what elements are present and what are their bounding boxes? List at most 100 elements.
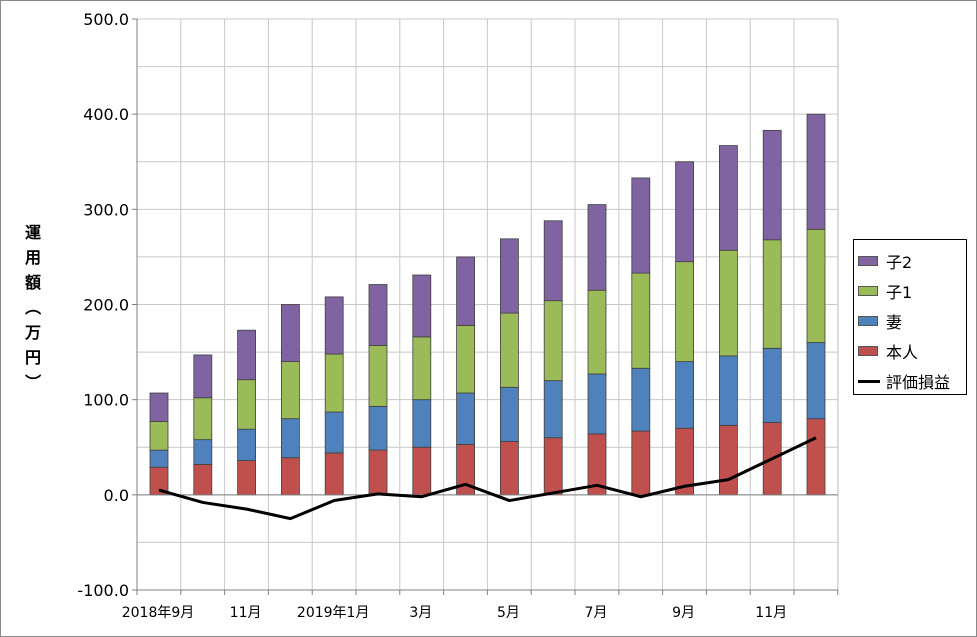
bar-segment-3-8 xyxy=(499,238,519,314)
bar-segment-1-7 xyxy=(456,392,476,445)
legend-label-self: 本人 xyxy=(886,343,919,362)
bar-segment-3-13 xyxy=(719,145,738,251)
bar-segment-1-12 xyxy=(675,361,694,429)
bar-segment-3-3 xyxy=(280,304,300,362)
bar-segment-3-2 xyxy=(237,329,257,381)
bar-segment-2-8 xyxy=(499,312,519,388)
x-tick-label: 7月 xyxy=(585,605,608,621)
y-axis-label-char: 運 xyxy=(25,223,41,242)
bar-segment-1-5 xyxy=(368,405,388,451)
bar-segment-0-13 xyxy=(719,424,738,496)
y-axis-label-char: 用 xyxy=(25,248,41,267)
legend-swatch-self xyxy=(858,346,878,356)
bar-segment-2-6 xyxy=(412,336,432,401)
bar-segment-3-12 xyxy=(675,161,694,263)
x-tick-label: 2019年1月 xyxy=(297,605,370,621)
bar-segment-2-9 xyxy=(543,300,563,382)
legend-label-child2: 子2 xyxy=(886,253,913,272)
bar-segment-0-4 xyxy=(324,452,344,496)
bar-segment-2-12 xyxy=(675,261,694,362)
bar-segment-3-6 xyxy=(412,274,432,338)
legend-item-child1: 子1 xyxy=(858,276,966,306)
legend-line-valuation xyxy=(858,379,880,383)
legend-label-wife: 妻 xyxy=(886,313,903,332)
bar-segment-3-4 xyxy=(324,296,344,355)
y-tick-label: 0.0 xyxy=(104,486,129,505)
bar-segment-2-4 xyxy=(324,353,344,413)
y-axis-label-char: 万 xyxy=(24,323,41,342)
y-tick-label: 100.0 xyxy=(83,391,129,410)
bar-segment-3-1 xyxy=(193,354,213,399)
bar-segment-1-11 xyxy=(631,367,651,432)
bar-segment-0-6 xyxy=(412,446,432,496)
bar-segment-0-3 xyxy=(280,457,300,496)
bar-segment-3-7 xyxy=(456,256,476,326)
legend-swatch-child2 xyxy=(858,256,878,266)
bar-segment-2-7 xyxy=(456,325,476,394)
bar-segment-2-0 xyxy=(149,421,169,451)
bar-segment-2-14 xyxy=(762,239,782,349)
bar-segment-3-10 xyxy=(587,204,607,291)
bar-segment-2-13 xyxy=(719,249,738,357)
y-tick-label: 300.0 xyxy=(83,200,129,219)
x-tick-labels: 2018年9月 11月 2019年1月 3月 5月 7月 9月 11月 xyxy=(122,605,787,621)
legend-label-child1: 子1 xyxy=(886,283,913,302)
bar-segment-1-0 xyxy=(149,449,169,468)
bar-segment-2-3 xyxy=(280,361,300,420)
line-series xyxy=(158,436,817,521)
legend-item-wife: 妻 xyxy=(858,306,966,336)
y-axis-label-char: 円 xyxy=(25,348,41,367)
bar-segment-3-14 xyxy=(762,129,782,241)
x-tick-label: 2018年9月 xyxy=(122,605,195,621)
y-tick-label: 500.0 xyxy=(83,10,129,29)
x-tick-label: 5月 xyxy=(497,605,520,621)
x-tick-label: 3月 xyxy=(409,605,432,621)
bar-segment-0-8 xyxy=(499,441,519,496)
bar-segment-1-1 xyxy=(193,439,213,465)
y-axis-label-char: 額 xyxy=(24,273,41,292)
bar-segment-1-10 xyxy=(587,373,607,435)
bar-segment-2-15 xyxy=(806,228,826,343)
y-tick-label: -100.0 xyxy=(77,581,129,600)
bar-segment-1-4 xyxy=(324,411,344,454)
y-axis-label-char: ） xyxy=(23,374,42,390)
bar-segment-2-1 xyxy=(193,397,213,441)
legend-item-self: 本人 xyxy=(858,336,966,366)
bar-segment-0-9 xyxy=(543,437,563,496)
legend-label-valuation: 評価損益 xyxy=(886,373,951,392)
bar-segment-1-13 xyxy=(719,355,738,426)
y-tick-label: 400.0 xyxy=(83,105,129,124)
legend-swatch-wife xyxy=(858,316,878,326)
bar-segment-0-11 xyxy=(631,430,651,496)
bar-series xyxy=(149,113,826,496)
bar-segment-1-8 xyxy=(499,386,519,442)
bar-segment-1-2 xyxy=(237,428,257,461)
axes xyxy=(132,18,839,595)
bar-segment-1-15 xyxy=(806,342,826,420)
legend: 子2 子1 妻 本人 評価損益 xyxy=(853,239,967,395)
y-axis-label-char: （ xyxy=(23,299,42,315)
bar-segment-2-11 xyxy=(631,272,651,369)
bar-segment-3-0 xyxy=(149,392,169,422)
bar-segment-0-1 xyxy=(193,463,213,496)
bar-segment-1-3 xyxy=(280,418,300,459)
bar-segment-2-10 xyxy=(587,289,607,375)
bar-segment-3-5 xyxy=(368,284,388,346)
bar-segment-1-9 xyxy=(543,380,563,439)
bar-segment-3-9 xyxy=(543,220,563,302)
bar-segment-2-5 xyxy=(368,345,388,407)
bar-segment-3-15 xyxy=(806,113,826,230)
valuation-line xyxy=(158,436,817,521)
y-axis-label: 運用額 （ 万円 ） xyxy=(23,223,42,390)
x-tick-label: 9月 xyxy=(672,605,695,621)
y-tick-labels: 500.0 400.0 300.0 200.0 100.0 0.0 -100.0 xyxy=(77,10,129,600)
bar-segment-0-15 xyxy=(806,418,826,496)
bar-segment-1-6 xyxy=(412,399,432,448)
legend-swatch-child1 xyxy=(858,286,878,296)
bar-segment-3-11 xyxy=(631,177,651,274)
bar-segment-0-2 xyxy=(237,460,257,496)
legend-item-child2: 子2 xyxy=(858,246,966,276)
bar-segment-1-14 xyxy=(762,347,782,423)
bar-segment-0-5 xyxy=(368,449,388,496)
